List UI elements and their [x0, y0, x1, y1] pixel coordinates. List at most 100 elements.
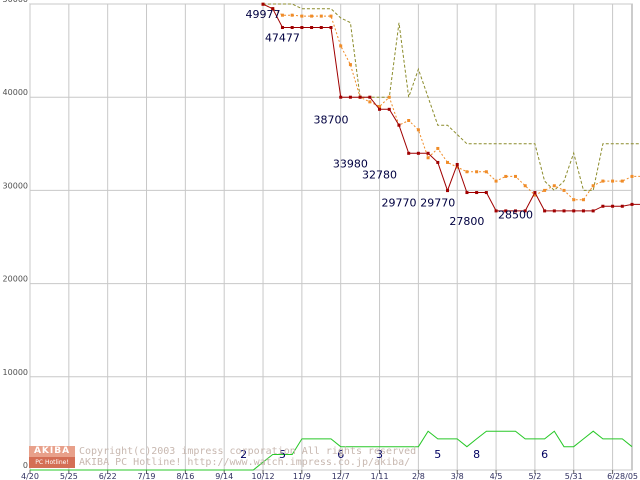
data-point-avg_price: [562, 188, 566, 192]
data-point-min_price: [562, 209, 566, 213]
data-point-avg_price: [387, 95, 391, 99]
data-point-avg_price: [533, 193, 537, 197]
y-tick-label: 10000: [3, 368, 28, 377]
data-point-min_price: [484, 191, 488, 195]
y-tick-label: 30000: [3, 181, 28, 190]
x-tick-label: 4/20: [21, 472, 39, 480]
data-point-min_price: [494, 209, 498, 213]
x-tick-label: 10/12: [252, 472, 275, 480]
data-point-min_price: [358, 95, 362, 99]
data-point-min_price: [290, 26, 294, 30]
data-point-avg_price: [591, 184, 595, 188]
data-point-avg_price: [581, 198, 585, 202]
data-point-min_price: [280, 26, 284, 30]
data-point-avg_price: [513, 174, 517, 178]
x-tick-label: 6/22: [99, 472, 117, 480]
data-point-min_price: [513, 209, 517, 213]
data-point-avg_price: [339, 44, 343, 48]
count-annotation: 8: [473, 448, 480, 461]
data-point-avg_price: [523, 184, 527, 188]
x-tick-label: 5/2: [528, 472, 541, 480]
data-point-min_price: [387, 107, 391, 111]
data-point-min_price: [426, 151, 430, 155]
data-point-avg_price: [465, 170, 469, 174]
data-point-min_price: [523, 209, 527, 213]
data-point-min_price: [455, 162, 459, 166]
data-point-avg_price: [504, 174, 508, 178]
price-annotation: 33980: [333, 157, 368, 170]
series-line-shop_count: [30, 430, 633, 471]
data-point-avg_price: [329, 14, 333, 18]
x-tick-label: 5/25: [60, 472, 78, 480]
count-annotation: 5: [279, 448, 286, 461]
data-point-avg_price: [426, 156, 430, 160]
data-point-min_price: [416, 151, 420, 155]
data-point-avg_price: [378, 105, 382, 109]
data-point-min_price: [552, 209, 556, 213]
price-annotation: 49977: [246, 8, 281, 21]
x-tick-label: 2/8: [412, 472, 425, 480]
count-annotation: 6: [337, 448, 344, 461]
count-annotation: 6: [541, 448, 548, 461]
data-point-avg_price: [310, 14, 314, 18]
x-tick-label: 3/8: [451, 472, 464, 480]
data-point-min_price: [397, 123, 401, 127]
count-annotation: 5: [434, 448, 441, 461]
data-point-avg_price: [455, 165, 459, 169]
data-point-avg_price: [484, 170, 488, 174]
data-point-avg_price: [601, 179, 605, 183]
data-point-min_price: [591, 209, 595, 213]
data-point-min_price: [310, 26, 314, 30]
data-point-min_price: [543, 209, 547, 213]
data-point-min_price: [572, 209, 576, 213]
data-point-avg_price: [543, 188, 547, 192]
data-point-avg_price: [290, 13, 294, 17]
y-tick-label: 50000: [3, 0, 28, 4]
data-point-min_price: [581, 209, 585, 213]
data-point-avg_price: [436, 146, 440, 150]
data-point-min_price: [339, 95, 343, 99]
data-point-min_price: [407, 151, 411, 155]
price-annotation: 38700: [314, 113, 349, 126]
data-point-min_price: [446, 189, 450, 193]
data-point-min_price: [620, 204, 624, 208]
data-point-min_price: [475, 191, 479, 195]
data-point-avg_price: [407, 119, 411, 122]
x-tick-label: 1/11: [371, 472, 389, 480]
x-tick-label: 5/31: [565, 472, 583, 480]
data-point-min_price: [436, 160, 440, 164]
data-point-min_price: [504, 209, 508, 213]
data-point-min_price: [271, 7, 275, 11]
data-point-min_price: [261, 2, 265, 6]
y-tick-label: 40000: [3, 88, 28, 97]
plot-area: [29, 3, 633, 471]
x-tick-label: 11/9: [293, 472, 311, 480]
data-point-avg_price: [494, 179, 498, 183]
y-tick-label: 0: [23, 461, 28, 470]
data-point-min_price: [611, 204, 615, 208]
data-point-avg_price: [446, 160, 450, 164]
data-point-avg_price: [620, 179, 624, 183]
price-annotation: 29770: [381, 197, 416, 210]
x-tick-label: 9/14: [215, 472, 233, 480]
x-tick-label: 6/28/05: [607, 472, 638, 480]
data-point-avg_price: [368, 100, 372, 104]
data-point-avg_price: [572, 198, 576, 202]
x-tick-label: 8/16: [176, 472, 194, 480]
data-point-min_price: [601, 204, 605, 208]
data-point-avg_price: [300, 14, 304, 18]
data-point-min_price: [329, 26, 333, 30]
count-annotation: 2: [240, 448, 247, 461]
series-line-max_price: [262, 3, 640, 192]
price-annotation: 32780: [362, 168, 397, 181]
data-point-avg_price: [319, 14, 323, 18]
count-annotation: 3: [376, 448, 383, 461]
data-point-avg_price: [611, 179, 615, 183]
data-point-min_price: [300, 26, 304, 30]
data-point-min_price: [368, 95, 372, 99]
data-point-min_price: [533, 191, 537, 195]
data-point-min_price: [630, 202, 634, 206]
data-point-min_price: [465, 191, 469, 195]
x-tick-label: 4/5: [490, 472, 503, 480]
